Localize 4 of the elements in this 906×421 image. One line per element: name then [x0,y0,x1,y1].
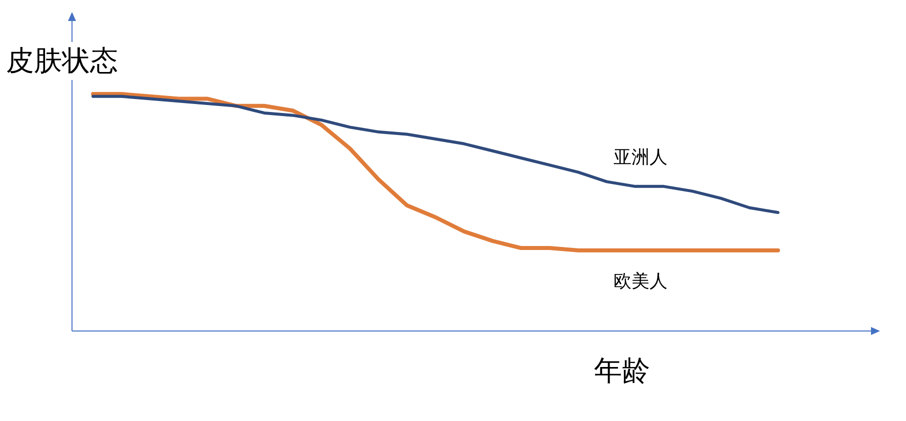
series-label: 亚洲人 [613,147,668,168]
series-label: 欧美人 [613,271,668,292]
x-axis-title: 年龄 [594,353,650,389]
y-axis-title: 皮肤状态 [6,42,118,80]
